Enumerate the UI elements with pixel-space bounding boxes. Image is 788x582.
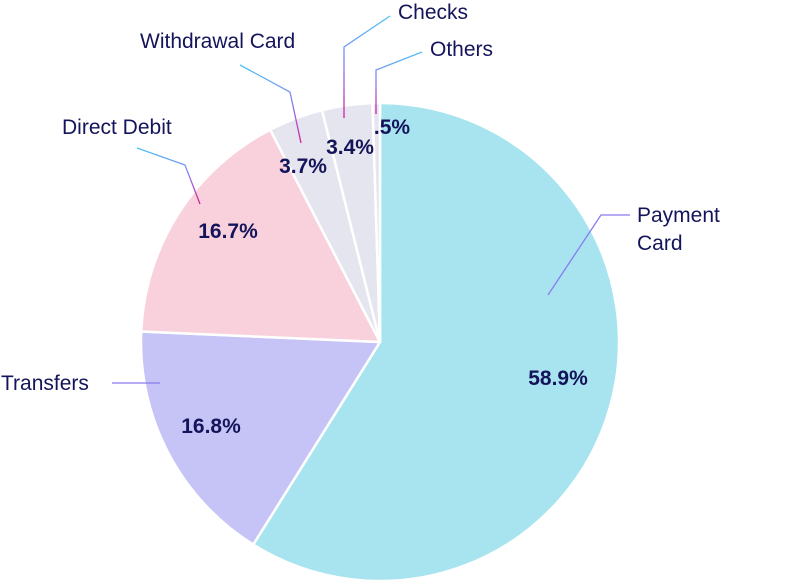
slice-label-direct-debit: Direct Debit (62, 116, 172, 139)
value-label-direct-debit: 16.7% (198, 220, 258, 243)
value-label-checks: 3.4% (326, 136, 374, 159)
value-label-withdrawal-card: 3.7% (279, 155, 327, 178)
slice-label-transfers: Transfers (1, 372, 89, 395)
slice-label-others: Others (430, 38, 493, 61)
pie-slice-transfers (139, 330, 382, 546)
slice-label-payment-card-line2: Card (637, 232, 683, 255)
value-label-payment-card: 58.9% (528, 367, 588, 390)
value-label-transfers: 16.8% (181, 415, 241, 438)
leader-line-payment-card (547, 214, 630, 296)
leader-line-withdrawal-card (239, 64, 302, 144)
pie-slice-payment-card (251, 101, 621, 582)
leader-line-checks (343, 15, 391, 118)
value-label-others: .5% (374, 116, 411, 139)
leader-line-direct-debit (136, 147, 201, 205)
leader-line-others (375, 51, 423, 114)
slice-label-withdrawal-card: Withdrawal Card (140, 30, 295, 53)
slice-label-payment-card: Payment (637, 204, 720, 227)
slice-label-checks: Checks (398, 1, 468, 24)
pie-slice-direct-debit (139, 128, 382, 344)
